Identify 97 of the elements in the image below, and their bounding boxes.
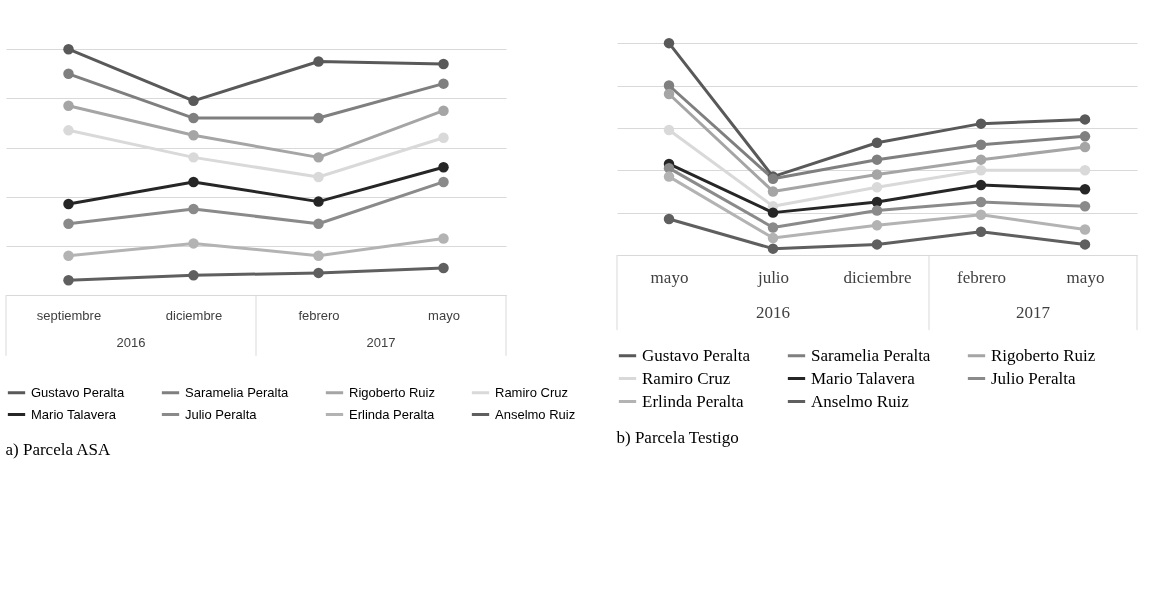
point — [767, 232, 779, 244]
point — [63, 44, 74, 55]
point — [975, 209, 987, 220]
point — [438, 176, 449, 188]
point — [1079, 141, 1091, 153]
x-tick-label: septiembre — [36, 307, 102, 323]
point — [313, 218, 324, 229]
point — [975, 118, 987, 129]
point — [767, 207, 779, 218]
legend-label: Anselmo Ruiz — [495, 406, 576, 422]
point — [63, 250, 74, 261]
point — [1079, 131, 1091, 142]
text: a) Parcela ASA — [5, 440, 112, 459]
x-tick-label: febrero — [956, 267, 1007, 287]
point — [663, 37, 675, 49]
point — [438, 132, 449, 143]
legend-label: Rigoberto Ruiz — [991, 345, 1096, 365]
point — [871, 154, 883, 165]
legend-label: Anselmo Ruiz — [811, 391, 910, 411]
text: 2017 — [1016, 303, 1051, 323]
point — [975, 165, 987, 176]
point — [1079, 224, 1091, 235]
point — [313, 196, 324, 207]
x-tick-label: mayo — [1066, 267, 1105, 287]
legend-label: Rigoberto Ruiz — [349, 384, 435, 400]
x-tick-label: mayo — [650, 267, 689, 287]
point — [1079, 239, 1091, 250]
point — [63, 198, 74, 210]
point — [1079, 114, 1091, 125]
point — [1079, 165, 1091, 176]
point — [871, 181, 883, 193]
point — [767, 186, 779, 197]
point — [188, 112, 199, 124]
text: 2016 — [756, 303, 790, 323]
x-tick-label: diciembre — [843, 267, 912, 287]
point — [438, 262, 449, 274]
text: 2016 — [116, 334, 146, 350]
point — [663, 124, 675, 136]
point — [767, 243, 779, 254]
point — [438, 105, 449, 116]
point — [871, 220, 883, 231]
legend-label: Julio Peralta — [185, 406, 258, 422]
point — [63, 68, 74, 80]
legend-label: Ramiro Cruz — [495, 384, 568, 400]
text: b) Parcela Testigo — [616, 428, 739, 447]
point — [313, 112, 324, 124]
point — [438, 233, 449, 244]
point — [313, 152, 324, 163]
point — [438, 58, 449, 70]
legend-label: Ramiro Cruz — [642, 368, 731, 388]
point — [871, 205, 883, 216]
x-tick-label: mayo — [428, 307, 460, 323]
point — [975, 139, 987, 151]
point — [438, 78, 449, 89]
legend-label: Erlinda Peralta — [349, 406, 436, 422]
point — [188, 270, 199, 281]
point — [1079, 201, 1091, 212]
point — [188, 95, 199, 107]
point — [188, 130, 199, 141]
point — [663, 213, 675, 225]
point — [63, 125, 74, 136]
point — [313, 250, 324, 261]
legend-label: Saramelia Peralta — [811, 345, 931, 365]
text: 2017 — [366, 334, 396, 350]
point — [663, 88, 675, 100]
point — [63, 218, 74, 229]
point — [313, 171, 324, 183]
point — [975, 179, 987, 191]
x-tick-label: febrero — [298, 307, 340, 323]
point — [975, 196, 987, 208]
legend-label: Gustavo Peralta — [642, 345, 751, 365]
legend-label: Mario Talavera — [811, 368, 916, 388]
legend-label: Saramelia Peralta — [185, 384, 290, 400]
legend-label: Gustavo Peralta — [31, 384, 125, 400]
legend-label: Erlinda Peralta — [642, 391, 744, 411]
point — [63, 275, 74, 286]
point — [871, 239, 883, 250]
x-tick-label: diciembre — [165, 307, 223, 323]
point — [313, 56, 324, 67]
point — [975, 226, 987, 237]
legend-label: Julio Peralta — [991, 368, 1076, 388]
point — [63, 100, 74, 111]
point — [188, 176, 199, 188]
point — [188, 238, 199, 249]
point — [767, 222, 779, 233]
point — [188, 152, 199, 163]
point — [1079, 184, 1091, 195]
point — [663, 171, 675, 182]
point — [438, 161, 449, 173]
point — [975, 154, 987, 165]
point — [871, 196, 883, 208]
point — [871, 137, 883, 148]
point — [871, 169, 883, 180]
point — [313, 267, 324, 279]
legend-label: Mario Talavera — [31, 406, 117, 422]
point — [188, 203, 199, 215]
x-tick-label: julio — [756, 267, 790, 287]
